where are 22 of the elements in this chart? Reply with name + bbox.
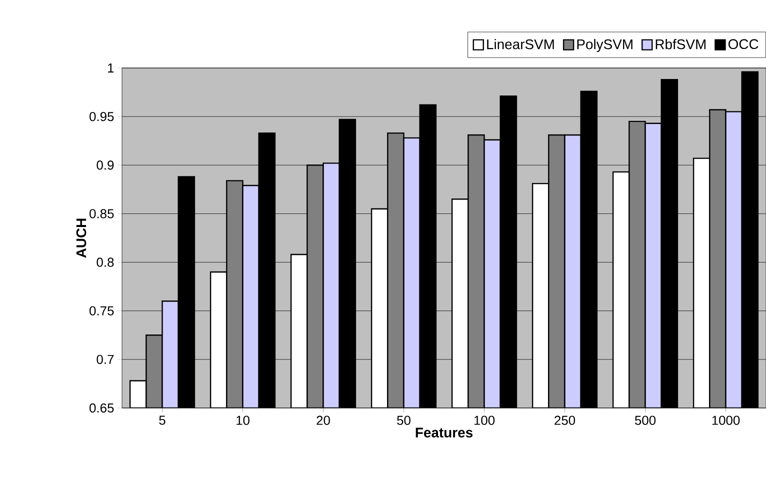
x-tick-label: 100 — [474, 416, 495, 425]
x-tick-label: 20 — [316, 416, 330, 425]
y-tick-label: 0.7 — [96, 354, 114, 364]
y-tick-label: 0.8 — [96, 258, 114, 267]
legend-label: LinearSVM — [487, 38, 554, 50]
x-tick-label: 50 — [397, 416, 410, 425]
x-tick-label: 5 — [159, 416, 166, 425]
y-tick-label: 1 — [108, 64, 114, 72]
y-tick-label: 0.95 — [90, 112, 114, 122]
legend-label: PolySVM — [577, 38, 632, 52]
legend-label: RbfSVM — [656, 38, 706, 50]
legend-label: OCC — [728, 39, 758, 50]
y-axis-title: AUCH — [76, 218, 86, 258]
x-axis-title: Features — [416, 428, 473, 438]
x-tick-label: 250 — [554, 416, 576, 425]
x-tick-label: 1000 — [712, 416, 740, 425]
y-tick-label: 0.65 — [90, 403, 114, 413]
x-tick-label: 500 — [634, 416, 656, 425]
y-tick-label: 0.85 — [90, 209, 114, 218]
x-tick-label: 10 — [236, 416, 250, 425]
y-tick-label: 0.9 — [96, 160, 114, 170]
y-tick-label: 0.75 — [90, 306, 114, 316]
